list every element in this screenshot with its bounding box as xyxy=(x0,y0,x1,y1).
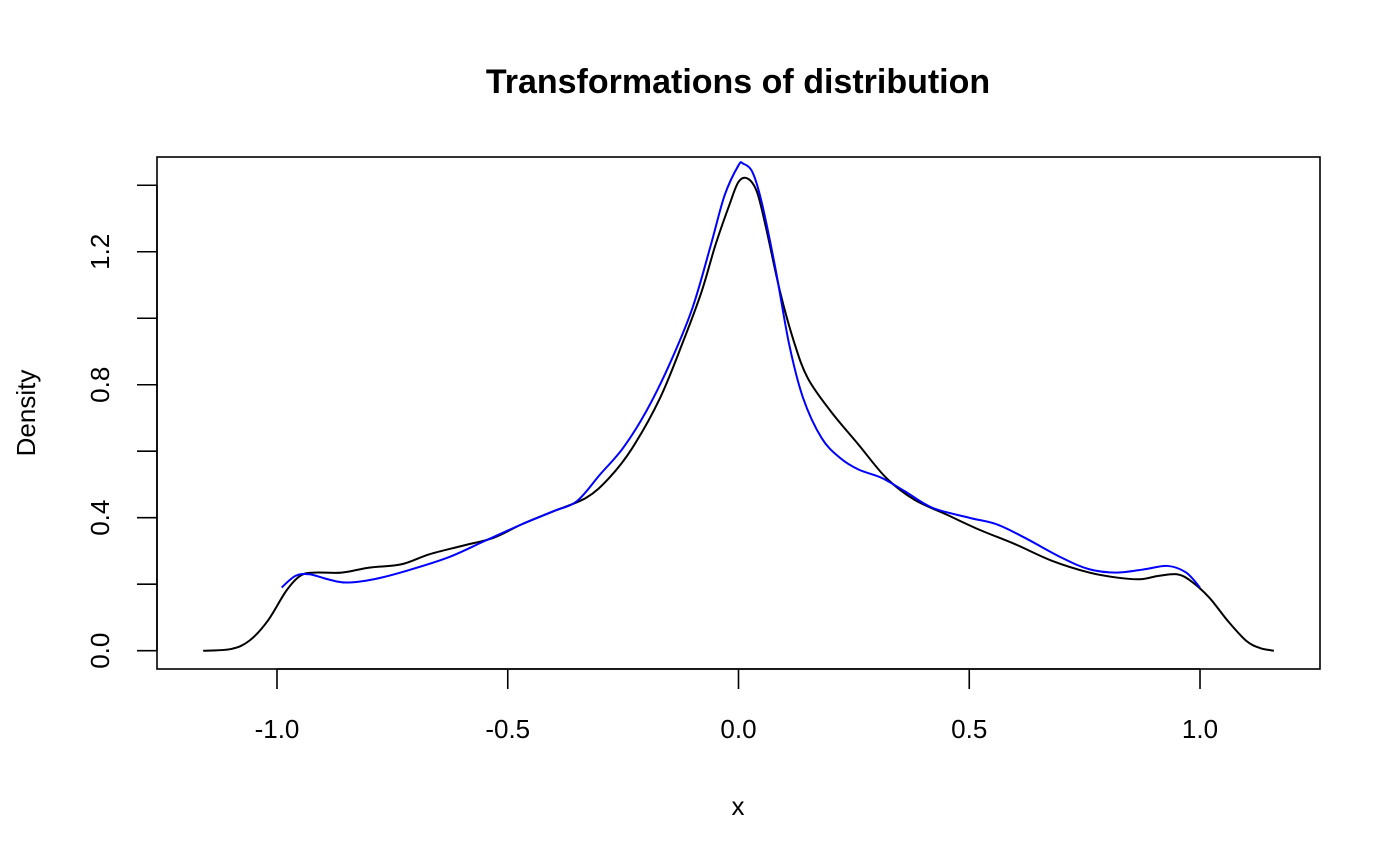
x-tick-label: 0.5 xyxy=(951,714,987,744)
x-axis: -1.0 -0.5 0.0 0.5 1.0 xyxy=(255,668,1218,744)
y-axis-label: Density xyxy=(11,370,41,457)
y-tick-label: 0.4 xyxy=(85,500,115,536)
y-axis: 0.0 0.4 0.8 1.2 xyxy=(85,184,158,669)
series-layer xyxy=(203,161,1275,652)
density-line-1 xyxy=(203,176,1275,652)
x-tick-label: 1.0 xyxy=(1182,714,1218,744)
plot-frame xyxy=(156,156,1321,670)
x-axis-label: x xyxy=(732,791,745,821)
x-tick-label: 0.0 xyxy=(720,714,756,744)
chart-title: Transformations of distribution xyxy=(486,63,990,101)
y-tick-label: 0.0 xyxy=(85,633,115,669)
density-line-2 xyxy=(280,161,1201,589)
x-tick-label: -1.0 xyxy=(255,714,300,744)
y-tick-label: 1.2 xyxy=(85,234,115,270)
y-tick-label: 0.8 xyxy=(85,367,115,403)
x-tick-label: -0.5 xyxy=(485,714,530,744)
